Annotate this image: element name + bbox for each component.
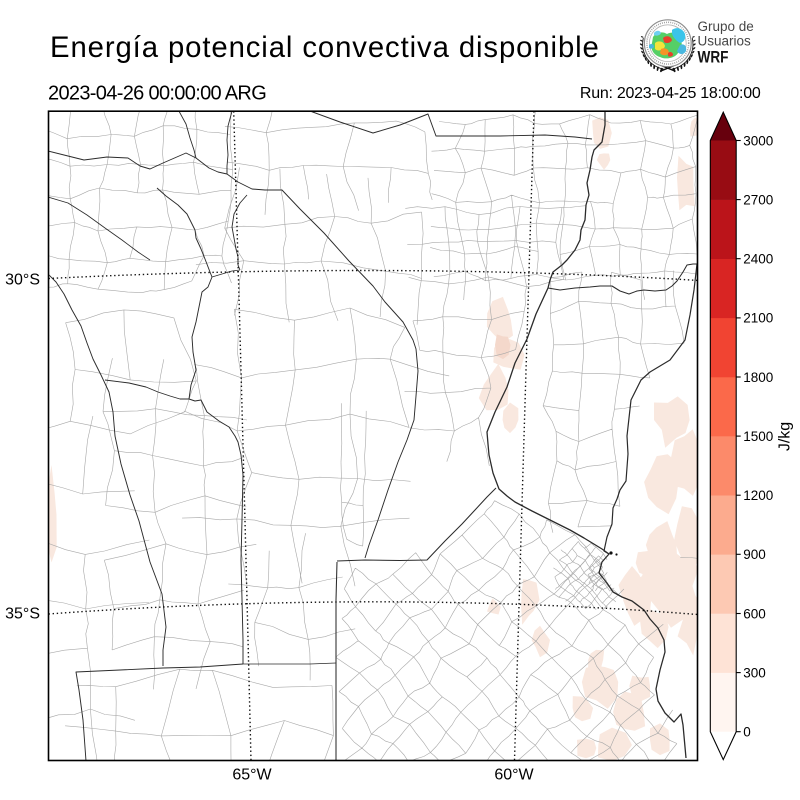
svg-text:1500: 1500 bbox=[743, 429, 773, 444]
svg-text:35°S: 35°S bbox=[5, 606, 40, 623]
svg-text:Usuarios: Usuarios bbox=[698, 34, 752, 49]
svg-text:60°W: 60°W bbox=[494, 767, 534, 784]
svg-text:65°W: 65°W bbox=[232, 767, 272, 784]
svg-text:0: 0 bbox=[743, 725, 751, 740]
svg-text:900: 900 bbox=[743, 547, 766, 562]
svg-text:Grupo de: Grupo de bbox=[698, 19, 754, 34]
svg-text:J/kg: J/kg bbox=[777, 422, 794, 451]
svg-text:Energía potencial convectiva d: Energía potencial convectiva disponible bbox=[50, 31, 600, 64]
svg-text:Run: 2023-04-25 18:00:00: Run: 2023-04-25 18:00:00 bbox=[580, 85, 761, 102]
svg-text:2100: 2100 bbox=[743, 311, 773, 326]
svg-text:1800: 1800 bbox=[743, 370, 773, 385]
svg-text:1200: 1200 bbox=[743, 488, 773, 503]
svg-text:2700: 2700 bbox=[743, 192, 773, 207]
svg-text:2023-04-26 00:00:00 ARG: 2023-04-26 00:00:00 ARG bbox=[48, 82, 266, 104]
svg-text:600: 600 bbox=[743, 606, 766, 621]
svg-text:2400: 2400 bbox=[743, 252, 773, 267]
svg-text:WRF: WRF bbox=[698, 48, 729, 66]
svg-text:300: 300 bbox=[743, 665, 766, 680]
svg-text:30°S: 30°S bbox=[5, 271, 40, 288]
svg-text:3000: 3000 bbox=[743, 133, 773, 148]
